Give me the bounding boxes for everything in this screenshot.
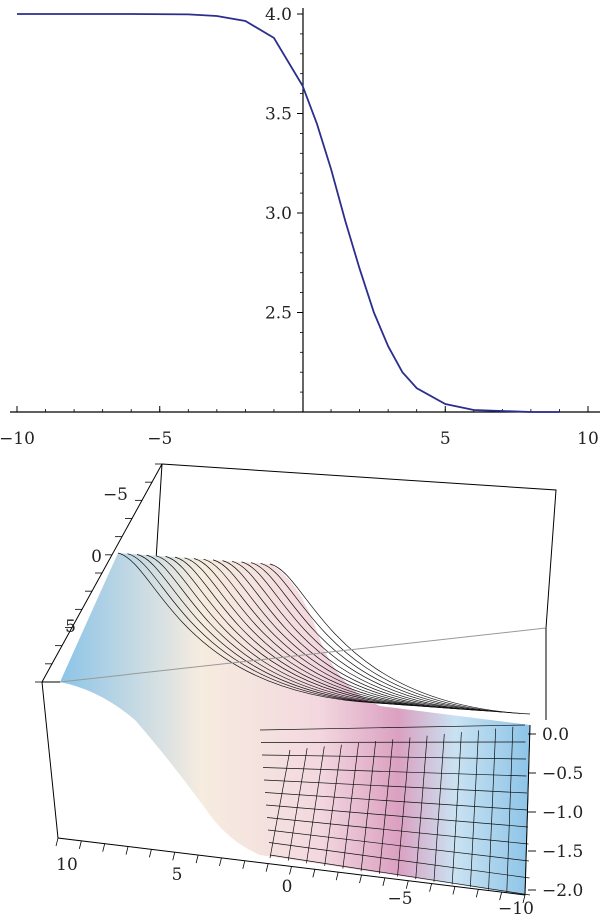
series-line <box>17 13 560 413</box>
surface-y-tick-label: −5 <box>103 485 128 505</box>
mesh-curve <box>212 559 474 711</box>
surface-z-tick-label: 0.0 <box>542 725 569 745</box>
surface-mesh <box>117 552 531 896</box>
mesh-curve <box>146 554 407 706</box>
mesh-line <box>269 749 291 859</box>
y-tick-label: 3.5 <box>265 105 292 125</box>
surface-x-tick-mark <box>125 846 129 855</box>
x-tick-label: 5 <box>440 429 451 449</box>
mesh-curve <box>203 558 464 710</box>
surface-x-tick-mark <box>55 837 59 847</box>
surface-x-tick-mark <box>195 855 199 864</box>
mesh-curve <box>269 563 531 715</box>
surface-z-tick-label: −2.0 <box>542 881 583 901</box>
x-axis-ticks: −10 −5 5 10 <box>0 406 599 449</box>
surface-plot: 10 5 0 −5 −10 −5 0 5 0.0 −0.5 −1.0 −1.5 −2.0 <box>35 463 583 919</box>
mesh-curve <box>174 556 436 708</box>
mesh-curve <box>250 562 512 713</box>
mesh-line <box>360 741 377 872</box>
surface-x-tick-mark <box>78 840 82 849</box>
mesh-line <box>259 724 526 731</box>
x-tick-label: 10 <box>577 429 599 449</box>
mesh-line <box>266 817 529 845</box>
mesh-curve <box>193 558 455 709</box>
surface-x-tick-label: 10 <box>56 855 78 875</box>
mesh-curve <box>260 562 521 714</box>
surface-body <box>60 553 530 895</box>
mesh-curve <box>165 556 426 707</box>
mesh-line <box>451 732 462 885</box>
mesh-line <box>506 726 514 893</box>
surface-x-tick-mark <box>242 860 246 869</box>
surface-x-tick-mark <box>265 863 269 872</box>
mesh-line <box>287 748 308 861</box>
mesh-line <box>433 733 445 882</box>
mesh-curve <box>222 560 483 711</box>
y-tick-label: 3.0 <box>265 204 292 224</box>
mesh-line <box>470 730 479 888</box>
mesh-line <box>265 804 529 828</box>
surface-x-tick-label: −5 <box>387 889 412 909</box>
surface-x-tick-mark <box>102 843 106 852</box>
mesh-line <box>306 746 325 864</box>
surface-x-tick-mark <box>359 874 362 884</box>
y-axis-ticks: 2.5 3.0 3.5 4.0 <box>265 5 303 393</box>
mesh-line <box>488 728 497 890</box>
mesh-curve <box>127 553 388 705</box>
surface-y-ticks: −5 0 5 <box>35 463 162 683</box>
surface-x-tick-mark <box>172 852 176 861</box>
mesh-curve <box>155 555 417 707</box>
surface-x-tick-mark <box>382 877 386 886</box>
mesh-curve <box>136 554 398 705</box>
surface-z-tick-label: −1.0 <box>542 803 583 823</box>
surface-z-tick-label: −1.5 <box>542 842 583 862</box>
mesh-line <box>342 742 359 869</box>
surface-z-tick-label: −0.5 <box>542 764 583 784</box>
mesh-line <box>264 792 528 811</box>
surface-x-tick-mark <box>475 889 479 898</box>
mesh-line <box>260 741 526 743</box>
mesh-line <box>263 779 528 794</box>
surface-y-tick-label: 0 <box>91 547 102 567</box>
surface-y-tick-label: 5 <box>65 617 76 637</box>
box-hidden-edge <box>59 627 547 683</box>
mesh-curve <box>241 561 502 713</box>
surface-x-tick-mark <box>219 857 222 867</box>
surface-x-tick-label: 0 <box>282 877 293 897</box>
mesh-line <box>397 737 411 877</box>
mesh-curve <box>231 560 493 712</box>
mesh-line <box>378 739 394 874</box>
surface-x-tick-label: 5 <box>172 865 183 885</box>
surface-x-tick-mark <box>452 886 456 895</box>
y-tick-label: 2.5 <box>265 304 292 324</box>
surface-z-ticks: 0.0 −0.5 −1.0 −1.5 −2.0 <box>528 725 583 901</box>
surface-x-ticks: 10 5 0 −5 −10 <box>55 837 534 919</box>
surface-x-tick-mark <box>522 894 526 904</box>
y-tick-label: 4.0 <box>265 5 292 25</box>
mesh-line <box>324 744 342 866</box>
surface-x-tick-mark <box>289 866 292 875</box>
line-chart: −10 −5 5 10 2.5 3.0 3.5 4.0 <box>0 5 600 449</box>
x-tick-label: −5 <box>147 429 172 449</box>
mesh-line <box>269 854 531 896</box>
mesh-line <box>267 829 530 862</box>
mesh-line <box>262 767 527 777</box>
surface-x-tick-label: −10 <box>498 899 534 919</box>
x-tick-label: −10 <box>0 429 35 449</box>
surface-x-tick-mark <box>312 869 316 878</box>
surface-x-tick-mark <box>499 892 503 901</box>
mesh-curve <box>117 552 379 704</box>
surface-x-tick-mark <box>149 849 152 858</box>
surface-x-tick-mark <box>429 883 432 892</box>
surface-x-tick-mark <box>335 872 339 881</box>
mesh-curve <box>184 557 445 709</box>
mesh-line <box>415 735 428 880</box>
surface-x-tick-mark <box>405 880 409 889</box>
